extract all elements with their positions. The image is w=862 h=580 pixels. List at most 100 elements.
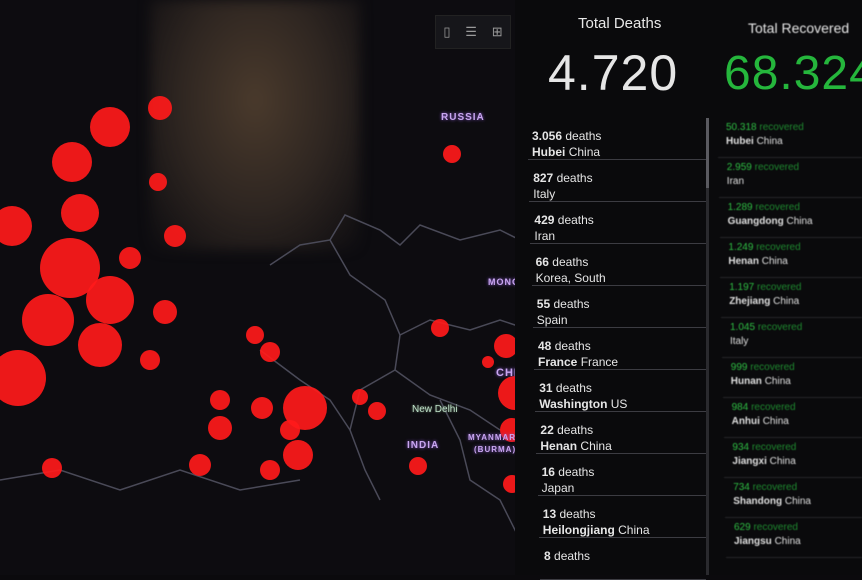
death-count: 55 — [536, 297, 551, 311]
case-bubble[interactable] — [86, 276, 134, 324]
deaths-list-item[interactable]: 31 deaths Washington US — [535, 370, 706, 412]
deaths-list-item[interactable]: 66 deaths Korea, South — [531, 244, 706, 286]
recovered-list-item[interactable]: 1.289 recovered Guangdong China — [719, 198, 862, 238]
recovered-country: China — [774, 536, 801, 547]
map-canvas — [0, 96, 530, 570]
recovered-list-item[interactable]: 999 recovered Hunan China — [722, 358, 862, 398]
deaths-list-item[interactable]: 429 deaths Iran — [530, 202, 706, 244]
case-bubble[interactable] — [260, 342, 280, 362]
death-count: 827 — [533, 171, 554, 185]
case-bubble[interactable] — [409, 457, 427, 475]
death-unit: deaths — [554, 339, 591, 353]
world-map[interactable]: RUSSIA MONGO CHINA INDIA New Delhi MYANM… — [0, 0, 530, 575]
deaths-list[interactable]: 3.056 deaths Hubei China 827 deaths Italy 4… — [528, 118, 706, 580]
death-count: 66 — [535, 255, 549, 269]
recovered-region: Hunan — [730, 376, 762, 387]
case-bubble[interactable] — [189, 454, 211, 476]
case-bubble[interactable] — [61, 194, 99, 232]
recovered-count: 2.959 — [726, 162, 752, 173]
case-bubble[interactable] — [164, 225, 186, 247]
case-bubble[interactable] — [40, 238, 100, 298]
case-bubble[interactable] — [90, 107, 130, 147]
case-bubble[interactable] — [431, 319, 449, 337]
recovered-country: China — [756, 136, 783, 147]
death-country: France — [580, 355, 619, 369]
recovered-unit: recovered — [754, 162, 800, 173]
deaths-list-item[interactable]: 48 deaths France France — [534, 328, 706, 370]
case-bubble[interactable] — [148, 96, 172, 120]
case-bubble[interactable] — [368, 402, 386, 420]
recovered-list-item[interactable]: 934 recovered Jiangxi China — [724, 438, 862, 478]
deaths-list-item[interactable]: 8 deaths — [540, 538, 706, 580]
recovered-unit: recovered — [752, 482, 798, 493]
case-bubble[interactable] — [153, 300, 177, 324]
recovered-list-item[interactable]: 2.959 recovered Iran — [718, 158, 862, 198]
deaths-list-item[interactable]: 16 deaths Japan — [537, 454, 706, 496]
case-bubble[interactable] — [149, 173, 167, 191]
map-label-mongolia: MONGO — [488, 277, 528, 287]
case-bubble[interactable] — [443, 145, 461, 163]
death-unit: deaths — [557, 423, 594, 437]
death-region: Washington — [539, 397, 608, 411]
case-bubble[interactable] — [283, 440, 313, 470]
deaths-list-item[interactable]: 13 deaths Heilongjiang China — [538, 496, 706, 538]
bookmark-icon[interactable]: ▯ — [443, 24, 451, 39]
case-bubble[interactable] — [119, 247, 141, 269]
case-bubble[interactable] — [42, 458, 62, 478]
death-unit: deaths — [552, 255, 589, 269]
scrollbar-thumb[interactable] — [706, 118, 709, 188]
list-icon[interactable]: ☰ — [465, 24, 477, 39]
recovered-unit: recovered — [756, 242, 801, 253]
recovered-list-item[interactable]: 50.318 recovered Hubei China — [718, 118, 862, 158]
deaths-list-item[interactable]: 3.056 deaths Hubei China — [528, 118, 706, 160]
recovered-list-item[interactable]: 734 recovered Shandong China — [725, 478, 862, 518]
case-bubble[interactable] — [283, 386, 327, 430]
recovered-country: Iran — [726, 176, 745, 187]
recovered-count: 934 — [732, 442, 750, 453]
case-bubble[interactable] — [210, 390, 230, 410]
recovered-list[interactable]: 50.318 recovered Hubei China 2.959 recover… — [718, 118, 862, 558]
death-unit: deaths — [559, 507, 596, 521]
death-unit: deaths — [565, 129, 602, 143]
recovered-unit: recovered — [751, 442, 797, 453]
recovered-list-item[interactable]: 1.197 recovered Zhejiang China — [721, 278, 862, 318]
case-bubble[interactable] — [0, 206, 32, 246]
case-bubble[interactable] — [208, 416, 232, 440]
case-bubble[interactable] — [140, 350, 160, 370]
recovered-region: Zhejiang — [729, 296, 771, 307]
death-unit: deaths — [553, 297, 590, 311]
recovered-list-item[interactable]: 1.045 recovered Italy — [722, 318, 862, 358]
recovered-country: China — [784, 496, 811, 507]
recovered-region: Jiangxi — [732, 456, 767, 467]
map-label-russia: RUSSIA — [441, 112, 485, 123]
case-bubble[interactable] — [22, 294, 74, 346]
qr-grid-icon[interactable]: ⊞ — [491, 24, 503, 39]
death-count: 8 — [544, 549, 551, 563]
case-bubble[interactable] — [352, 389, 368, 405]
case-bubble[interactable] — [494, 334, 518, 358]
death-country: Iran — [534, 229, 556, 243]
recovered-country: China — [769, 456, 796, 467]
recovered-region: Hubei — [726, 136, 754, 147]
recovered-list-item[interactable]: 984 recovered Anhui China — [723, 398, 862, 438]
case-bubble[interactable] — [0, 350, 46, 406]
deaths-list-item[interactable]: 22 deaths Henan China — [536, 412, 706, 454]
case-bubble[interactable] — [246, 326, 264, 344]
recovered-region: Guangdong — [727, 216, 784, 227]
case-bubble[interactable] — [280, 420, 300, 440]
recovered-unit: recovered — [757, 282, 802, 293]
death-country: China — [568, 145, 601, 159]
case-bubble[interactable] — [260, 460, 280, 480]
case-bubble[interactable] — [52, 142, 92, 182]
deaths-scrollbar[interactable] — [706, 118, 709, 575]
recovered-list-item[interactable]: 629 recovered Jiangsu China — [726, 518, 862, 558]
deaths-list-item[interactable]: 55 deaths Spain — [532, 286, 706, 328]
recovered-unit: recovered — [753, 522, 798, 533]
deaths-list-item[interactable]: 827 deaths Italy — [529, 160, 706, 202]
case-bubble[interactable] — [78, 323, 122, 367]
case-bubble[interactable] — [482, 356, 494, 368]
death-unit: deaths — [558, 465, 595, 479]
case-bubble[interactable] — [251, 397, 273, 419]
recovered-country: China — [764, 376, 791, 387]
recovered-list-item[interactable]: 1.249 recovered Henan China — [720, 238, 862, 278]
